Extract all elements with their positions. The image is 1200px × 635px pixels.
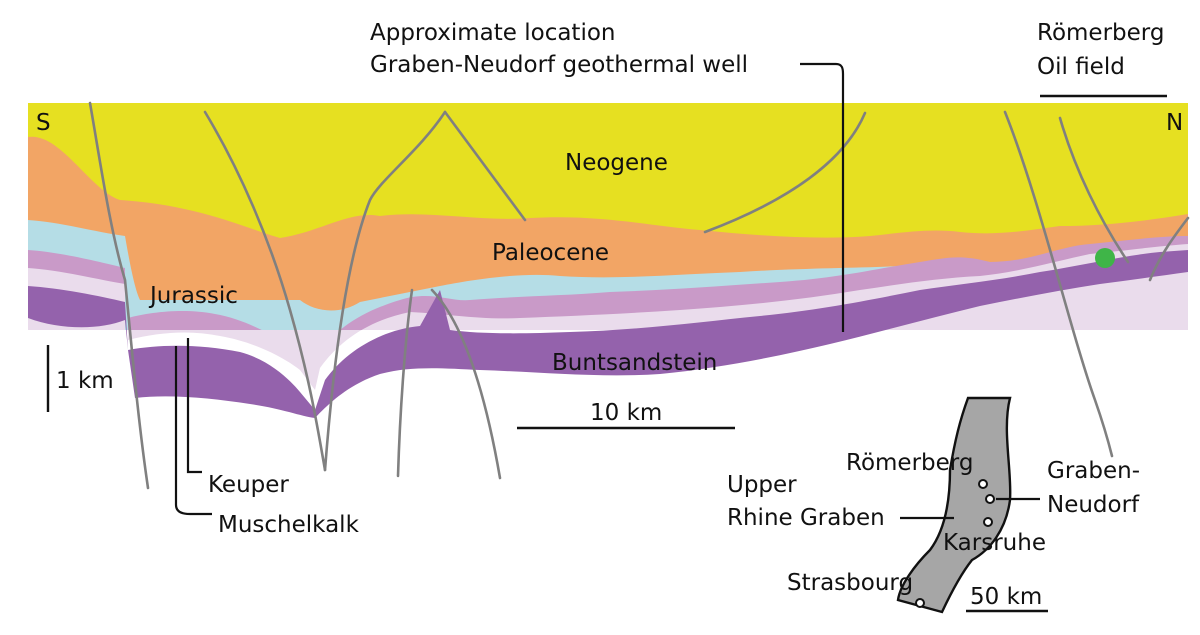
fault-line <box>703 111 867 234</box>
location-map: Römerberg Graben- Neudorf Karsruhe Stras… <box>727 396 1140 614</box>
fault-line <box>396 288 414 478</box>
upper-rhine-graben-label-line1: Upper <box>727 472 797 498</box>
muschelkalk-leader-line <box>174 346 212 516</box>
rhine-graben-shape <box>896 396 1012 614</box>
muschelkalk-label: Muschelkalk <box>218 512 360 538</box>
vertical-scale-label: 1 km <box>56 368 114 394</box>
keuper-leader-line <box>186 338 202 474</box>
strasbourg-location-marker <box>915 598 925 608</box>
fault-line <box>1058 116 1130 264</box>
keuper-layer <box>128 236 1188 370</box>
buntsandstein-layer <box>28 250 1188 418</box>
oil-field-label-line2: Oil field <box>1037 54 1125 80</box>
south-label: S <box>36 110 51 136</box>
buntsandstein-label: Buntsandstein <box>552 350 717 376</box>
fault-line <box>203 110 327 472</box>
paleocene-label: Paleocene <box>492 240 609 266</box>
neogene-label: Neogene <box>565 150 668 176</box>
fault-line <box>323 110 447 472</box>
fault-line <box>430 288 502 480</box>
graben-neudorf-map-label-line1: Graben- <box>1047 458 1140 484</box>
jurassic-label: Jurassic <box>148 283 238 309</box>
fault-line <box>1148 216 1190 282</box>
karlsruhe-location-marker <box>983 517 993 527</box>
fault-lines <box>88 101 1190 490</box>
horizontal-scale-label: 10 km <box>590 400 662 426</box>
oil-field-label-line1: Römerberg <box>1037 20 1164 46</box>
graben-neudorf-map-label-line2: Neudorf <box>1047 492 1140 518</box>
fault-line <box>443 110 527 222</box>
well-label-line1: Approximate location <box>370 20 616 46</box>
strasbourg-map-label: Strasbourg <box>787 570 913 596</box>
layer-group <box>28 103 1188 418</box>
upper-rhine-graben-label-line2: Rhine Graben <box>727 505 885 531</box>
north-label: N <box>1166 110 1183 136</box>
graben-neudorf-location-marker <box>985 494 995 504</box>
map-scale-label: 50 km <box>970 584 1042 610</box>
keuper-label: Keuper <box>208 472 289 498</box>
karlsruhe-map-label: Karsruhe <box>943 530 1046 556</box>
muschelkalk-layer <box>128 244 1188 390</box>
well-leader-line <box>800 62 845 332</box>
fault-line <box>1003 110 1114 458</box>
romerberg-location-marker <box>978 479 988 489</box>
oil-field-marker <box>1095 248 1115 268</box>
romerberg-map-label: Römerberg <box>846 450 973 476</box>
well-label-line2: Graben-Neudorf geothermal well <box>370 52 748 78</box>
fault-line <box>88 101 150 490</box>
